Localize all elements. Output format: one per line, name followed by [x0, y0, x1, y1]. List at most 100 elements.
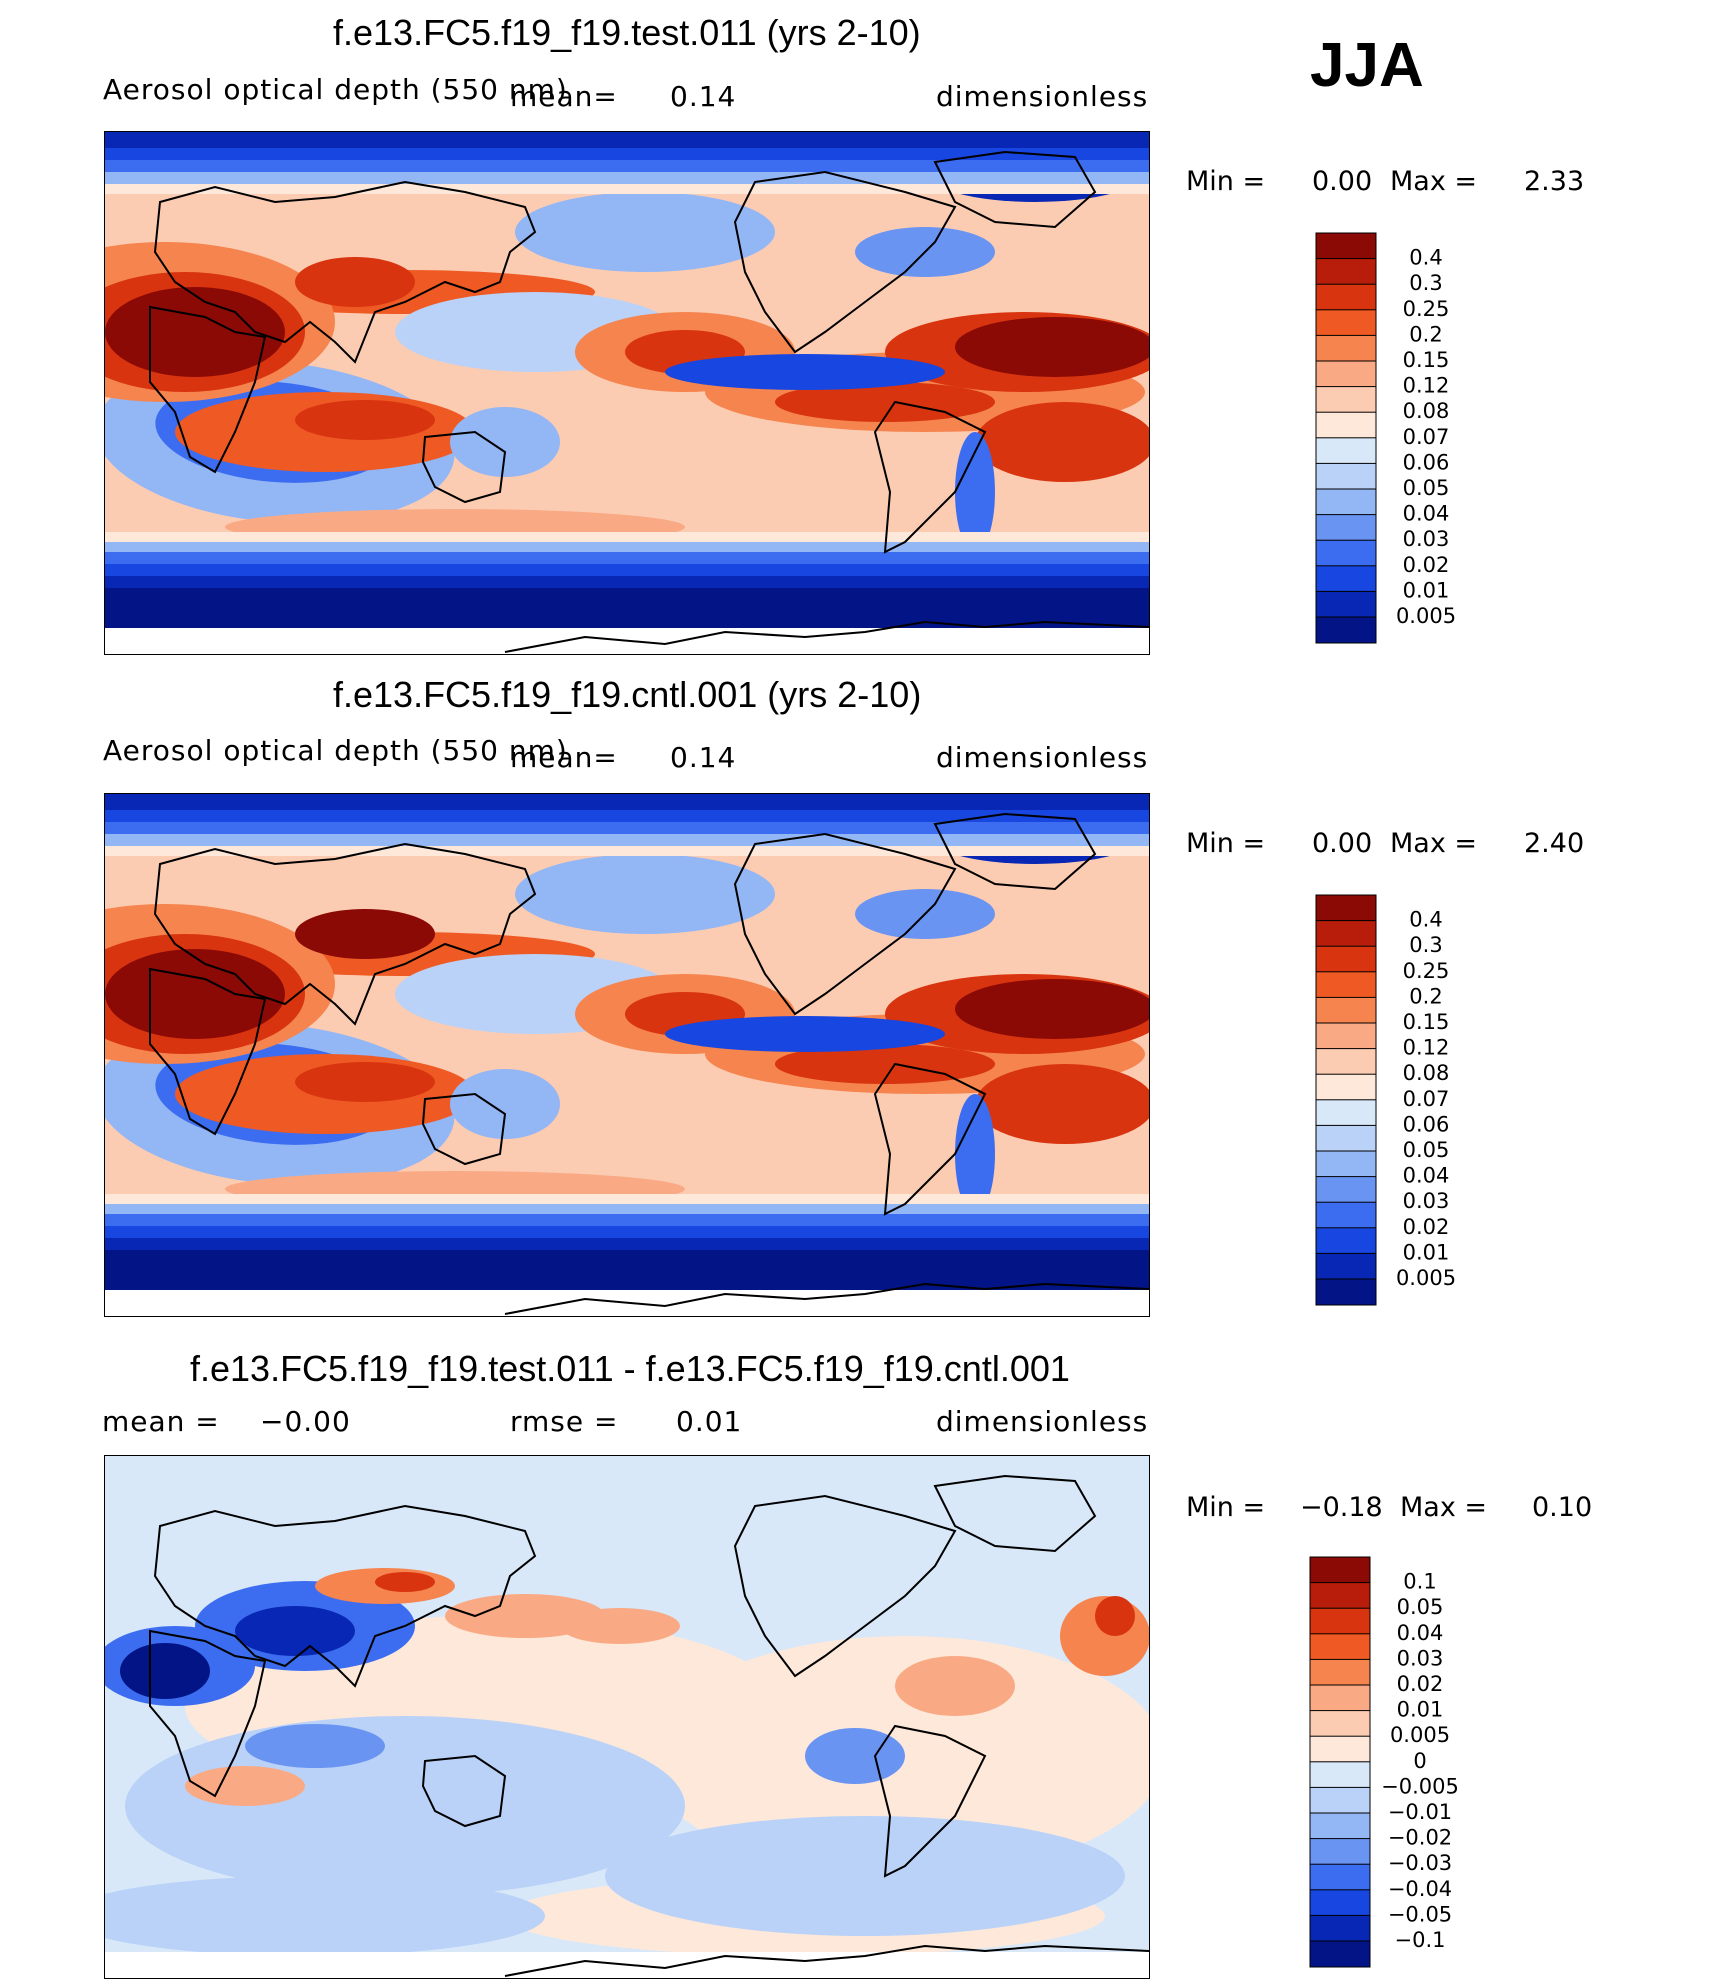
coastline [733, 832, 957, 1016]
colorbar-level-label: 0 [1413, 1749, 1426, 1773]
colorbar-swatch [1309, 1607, 1371, 1635]
colorbar-level-label: 0.05 [1403, 476, 1450, 500]
colorbar-level-label: 0.3 [1409, 933, 1442, 957]
colorbar-level-label: −0.03 [1388, 1851, 1452, 1875]
panel2-mean-label: mean= [510, 741, 618, 774]
field-contour [805, 1728, 905, 1784]
field-band [105, 576, 1149, 588]
field-band [105, 542, 1149, 552]
colorbar-level-label: 0.08 [1403, 1061, 1450, 1085]
colorbar-swatch [1309, 1863, 1371, 1891]
colorbar-level-label: 0.15 [1403, 1010, 1450, 1034]
colorbar-level-label: 0.01 [1403, 578, 1450, 602]
colorbar-swatch [1315, 437, 1377, 465]
colorbar-swatch [1315, 945, 1377, 973]
field-contour [295, 400, 435, 440]
panel1-max-label: Max = [1390, 166, 1478, 197]
colorbar-level-label: 0.07 [1403, 425, 1450, 449]
panel3-max-label: Max = [1400, 1492, 1488, 1523]
field-contour [605, 1816, 1125, 1936]
field-contour [955, 432, 995, 552]
field-band [105, 822, 1149, 834]
colorbar-level-label: 0.08 [1403, 399, 1450, 423]
colorbar-swatch [1315, 258, 1377, 286]
colorbar-swatch [1309, 1710, 1371, 1738]
panel3-mean-label: mean = [102, 1405, 220, 1438]
field-contour [975, 1064, 1149, 1144]
colorbar-level-label: −0.05 [1388, 1902, 1452, 1926]
field-contour [105, 1876, 545, 1956]
panel3-mean-value: −0.00 [260, 1405, 351, 1438]
panel3-title: f.e13.FC5.f19_f19.test.011 - f.e13.FC5.f… [190, 1348, 1070, 1389]
coastline [149, 305, 267, 474]
coastline [149, 1629, 267, 1798]
colorbar-level-label: −0.04 [1388, 1877, 1452, 1901]
colorbar-level-label: 0.05 [1403, 1138, 1450, 1162]
colorbar-level-label: −0.005 [1381, 1774, 1459, 1798]
colorbar-level-label: 0.2 [1409, 322, 1442, 346]
panel2-variable: Aerosol optical depth (550 nm) [103, 734, 568, 767]
field-band [105, 834, 1149, 846]
colorbar-swatch [1315, 1278, 1377, 1306]
colorbar-swatch [1309, 1786, 1371, 1814]
coastline [933, 1474, 1097, 1553]
panel1-min-value: 0.00 [1312, 166, 1373, 197]
field-band [105, 1250, 1149, 1290]
colorbar-swatch [1315, 565, 1377, 593]
field-contour [120, 1643, 210, 1699]
field-contour [665, 1016, 945, 1052]
colorbar-level-label: 0.005 [1396, 1266, 1456, 1290]
field-contour [1095, 1596, 1135, 1636]
colorbar-swatch [1315, 283, 1377, 311]
colorbar-level-label: 0.2 [1409, 984, 1442, 1008]
field-band [105, 1204, 1149, 1214]
colorbar-swatch [1315, 616, 1377, 644]
panel1-max-value: 2.33 [1524, 166, 1585, 197]
colorbar-level-label: 0.03 [1397, 1646, 1444, 1670]
coastline [873, 1724, 987, 1878]
panel1-mean-value: 0.14 [670, 80, 737, 113]
field-contour [125, 1716, 685, 1896]
panel2-max-label: Max = [1390, 828, 1478, 859]
panel3-rmse-value: 0.01 [676, 1405, 743, 1438]
field-band [105, 1226, 1149, 1238]
colorbar-level-label: 0.06 [1403, 450, 1450, 474]
colorbar-swatch [1315, 1201, 1377, 1229]
colorbar-level-label: 0.01 [1403, 1240, 1450, 1264]
colorbar-swatch [1315, 920, 1377, 948]
colorbar-level-label: 0.04 [1397, 1621, 1444, 1645]
colorbar-swatch [1309, 1556, 1371, 1584]
field-band [105, 810, 1149, 822]
field-band [105, 1238, 1149, 1250]
coastline [504, 1282, 1149, 1315]
coastline [873, 1062, 987, 1216]
colorbar-level-label: 0.4 [1409, 246, 1442, 270]
coastline [421, 430, 507, 504]
field-contour [665, 354, 945, 390]
coastline [149, 967, 267, 1136]
colorbar-level-label: 0.25 [1403, 297, 1450, 321]
colorbar-swatch [1309, 1658, 1371, 1686]
panel2-field [105, 794, 1149, 1316]
colorbar-level-label: 0.02 [1403, 553, 1450, 577]
colorbar-level-label: −0.01 [1388, 1800, 1452, 1824]
colorbar-swatch [1315, 1227, 1377, 1255]
colorbar-swatch [1315, 514, 1377, 542]
colorbar-level-label: 0.3 [1409, 271, 1442, 295]
colorbar-swatch [1309, 1684, 1371, 1712]
coastline [421, 1092, 507, 1166]
colorbar-swatch [1315, 1048, 1377, 1076]
panel2-mean-value: 0.14 [670, 741, 737, 774]
colorbar-level-label: 0.005 [1396, 604, 1456, 628]
colorbar-level-label: 0.03 [1403, 1189, 1450, 1213]
panel2-map [104, 793, 1150, 1317]
colorbar-level-label: 0.15 [1403, 348, 1450, 372]
colorbar-level-label: 0.25 [1403, 959, 1450, 983]
panel3-map [104, 1455, 1150, 1979]
panel2-title: f.e13.FC5.f19_f19.cntl.001 (yrs 2-10) [333, 674, 922, 715]
colorbar-swatch [1309, 1889, 1371, 1917]
field-contour [895, 1656, 1015, 1716]
colorbar-swatch [1315, 590, 1377, 618]
coastline [733, 170, 957, 354]
panel2-min-value: 0.00 [1312, 828, 1373, 859]
